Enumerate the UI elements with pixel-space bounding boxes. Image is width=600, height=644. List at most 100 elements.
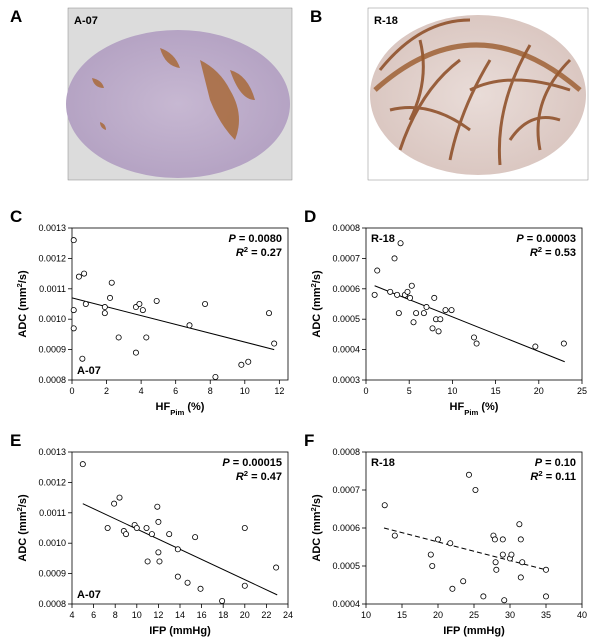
y-axis-label: ADC (mm2/s) <box>309 494 324 562</box>
data-point <box>104 525 111 532</box>
y-tick-label: 0.0008 <box>332 447 360 457</box>
fit-line <box>383 527 547 571</box>
text-part: 2 <box>309 283 318 287</box>
data-point <box>374 267 381 274</box>
x-tick-label: 10 <box>361 610 371 620</box>
text-part: IFP (mmHg) <box>443 625 505 637</box>
data-point <box>174 546 181 553</box>
text-part: 2 <box>309 507 318 511</box>
data-point <box>70 307 77 314</box>
data-point <box>273 564 280 571</box>
text-part: /s) <box>17 270 29 283</box>
panel-letter: F <box>304 431 314 450</box>
text-part: = 0.00003 <box>524 233 576 245</box>
data-point <box>437 316 444 323</box>
data-point <box>420 310 427 317</box>
data-point <box>480 593 487 600</box>
x-tick-label: 6 <box>173 386 178 396</box>
x-tick-label: 25 <box>577 386 587 396</box>
x-tick-label: 15 <box>491 386 501 396</box>
y-tick-label: 0.0009 <box>38 345 66 355</box>
y-tick-label: 0.0006 <box>332 523 360 533</box>
y-axis-label: ADC (mm2/s) <box>15 494 30 562</box>
tumor-label: R-18 <box>371 233 395 245</box>
plot-frame <box>71 227 289 381</box>
text-part: (%) <box>478 401 499 413</box>
y-tick-label: 0.0005 <box>332 561 360 571</box>
data-point <box>143 525 150 532</box>
data-point <box>501 597 508 604</box>
panel-letter: B <box>310 7 322 26</box>
image-label: R-18 <box>374 15 398 27</box>
data-point <box>136 300 143 307</box>
image-a <box>66 7 293 181</box>
p-value: P = 0.10 <box>535 457 576 469</box>
y-tick-label: 0.0009 <box>38 569 66 579</box>
data-point <box>408 282 415 289</box>
data-point <box>519 559 526 566</box>
y-tick-label: 0.0004 <box>332 599 360 609</box>
x-tick-label: 14 <box>175 610 185 620</box>
text-part: /s) <box>311 494 323 507</box>
x-tick-label: 10 <box>132 610 142 620</box>
data-point <box>381 502 388 509</box>
x-tick-label: 10 <box>240 386 250 396</box>
image-b <box>367 7 589 181</box>
text-part: 2 <box>244 245 248 254</box>
data-point <box>116 494 123 501</box>
image-label: A-07 <box>74 15 98 27</box>
data-point <box>144 558 151 565</box>
y-tick-label: 0.0006 <box>332 284 360 294</box>
y-tick-label: 0.0012 <box>38 253 66 263</box>
data-point <box>70 325 77 332</box>
y-tick-label: 0.0007 <box>332 253 360 263</box>
x-tick-label: 8 <box>208 386 213 396</box>
data-point <box>465 471 472 478</box>
data-point <box>472 486 479 493</box>
x-tick-label: 8 <box>113 610 118 620</box>
x-axis-label: HFPim (%) <box>156 401 205 417</box>
data-point <box>108 279 115 286</box>
tumor-label: R-18 <box>371 457 395 469</box>
r-squared: R2 = 0.53 <box>530 245 576 260</box>
x-tick-label: 18 <box>218 610 228 620</box>
text-part: Pim <box>170 408 184 417</box>
panel-letter: A <box>10 7 22 26</box>
x-tick-label: 0 <box>363 386 368 396</box>
y-tick-label: 0.0011 <box>39 508 66 518</box>
x-axis-label: IFP (mmHg) <box>149 625 211 637</box>
x-tick-label: 10 <box>447 386 457 396</box>
data-point <box>101 304 108 311</box>
data-point <box>245 358 252 365</box>
data-point <box>517 574 524 581</box>
text-part: R <box>236 471 244 483</box>
text-part: ADC (mm <box>17 287 29 337</box>
text-part: = 0.00015 <box>230 457 282 469</box>
data-point <box>493 566 500 573</box>
text-part: P <box>535 457 543 469</box>
data-point <box>407 294 414 301</box>
x-tick-label: 20 <box>534 386 544 396</box>
y-axis-label: ADC (mm2/s) <box>309 270 324 338</box>
r-squared: R2 = 0.11 <box>530 469 576 484</box>
text-part: 2 <box>538 469 542 478</box>
y-tick-label: 0.0012 <box>38 477 66 487</box>
data-point <box>155 549 162 556</box>
r-squared: R2 = 0.27 <box>236 245 282 260</box>
x-tick-label: 20 <box>240 610 250 620</box>
x-tick-label: 2 <box>104 386 109 396</box>
text-part: /s) <box>311 270 323 283</box>
data-point <box>132 349 139 356</box>
text-part: /s) <box>17 494 29 507</box>
data-point <box>241 582 248 589</box>
data-point <box>391 532 398 539</box>
data-point <box>560 340 567 347</box>
x-tick-label: 16 <box>197 610 207 620</box>
data-point <box>410 319 417 326</box>
data-point <box>423 304 430 311</box>
y-tick-label: 0.0010 <box>38 538 66 548</box>
data-point <box>79 461 86 468</box>
data-point <box>394 291 401 298</box>
text-part: R <box>530 471 538 483</box>
